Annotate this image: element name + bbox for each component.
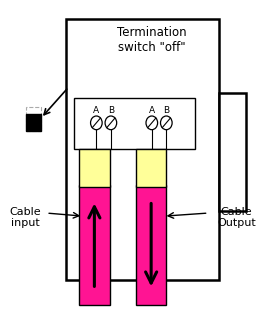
Text: Cable
input: Cable input — [9, 207, 41, 229]
Text: A: A — [93, 106, 100, 115]
Text: Termination
switch "off": Termination switch "off" — [117, 26, 187, 54]
Bar — [136, 149, 166, 187]
Bar — [79, 149, 110, 187]
Text: B: B — [163, 106, 169, 115]
Text: B: B — [108, 106, 114, 115]
Bar — [26, 107, 41, 131]
Circle shape — [91, 116, 102, 130]
Text: A: A — [149, 106, 155, 115]
Bar — [74, 98, 195, 149]
Bar — [219, 93, 246, 211]
Bar — [136, 185, 166, 305]
Circle shape — [146, 116, 158, 130]
Bar — [79, 185, 110, 305]
Circle shape — [161, 116, 172, 130]
Bar — [26, 114, 41, 131]
Circle shape — [105, 116, 117, 130]
Text: Cable
Output: Cable Output — [217, 207, 256, 229]
Bar — [66, 19, 219, 280]
